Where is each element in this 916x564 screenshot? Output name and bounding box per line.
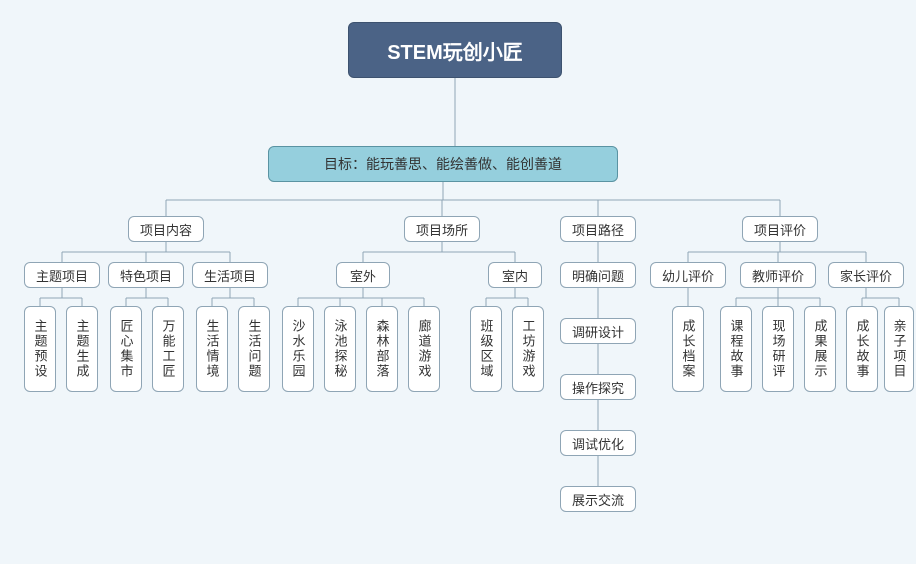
node-l_czgs: 成长故事 (846, 306, 878, 392)
node-l_wngj: 万能工匠 (152, 306, 184, 392)
node-l_ycts: 泳池探秘 (324, 306, 356, 392)
node-l_bjqy: 班级区域 (470, 306, 502, 392)
node-b1b: 特色项目 (108, 262, 184, 288)
node-l_ztsc: 主题生成 (66, 306, 98, 392)
node-s_zs: 展示交流 (560, 486, 636, 512)
node-l_cgzs: 成果展示 (804, 306, 836, 392)
node-s_ts: 调试优化 (560, 430, 636, 456)
node-s_dy: 调研设计 (560, 318, 636, 344)
node-l_gfyx: 工坊游戏 (512, 306, 544, 392)
node-goal: 目标：能玩善思、能绘善做、能创善道 (268, 146, 618, 182)
node-l_qzxm: 亲子项目 (884, 306, 914, 392)
node-l_ssly: 沙水乐园 (282, 306, 314, 392)
node-b2b: 室内 (488, 262, 542, 288)
node-b1: 项目内容 (128, 216, 204, 242)
node-s_cz: 操作探究 (560, 374, 636, 400)
node-b1c: 生活项目 (192, 262, 268, 288)
node-l_slbl: 森林部落 (366, 306, 398, 392)
node-b4: 项目评价 (742, 216, 818, 242)
node-b4c: 家长评价 (828, 262, 904, 288)
node-l_ztys: 主题预设 (24, 306, 56, 392)
node-b3a: 明确问题 (560, 262, 636, 288)
node-l_shqj: 生活情境 (196, 306, 228, 392)
node-b4b: 教师评价 (740, 262, 816, 288)
node-l_jxjs: 匠心集市 (110, 306, 142, 392)
node-b2a: 室外 (336, 262, 390, 288)
node-root: STEM玩创小匠 (348, 22, 562, 78)
node-l_xcyp: 现场研评 (762, 306, 794, 392)
node-b1a: 主题项目 (24, 262, 100, 288)
node-l_shwt: 生活问题 (238, 306, 270, 392)
node-l_ldyx: 廊道游戏 (408, 306, 440, 392)
node-b4a: 幼儿评价 (650, 262, 726, 288)
node-l_czda: 成长档案 (672, 306, 704, 392)
node-b2: 项目场所 (404, 216, 480, 242)
node-b3: 项目路径 (560, 216, 636, 242)
node-l_kcgs: 课程故事 (720, 306, 752, 392)
